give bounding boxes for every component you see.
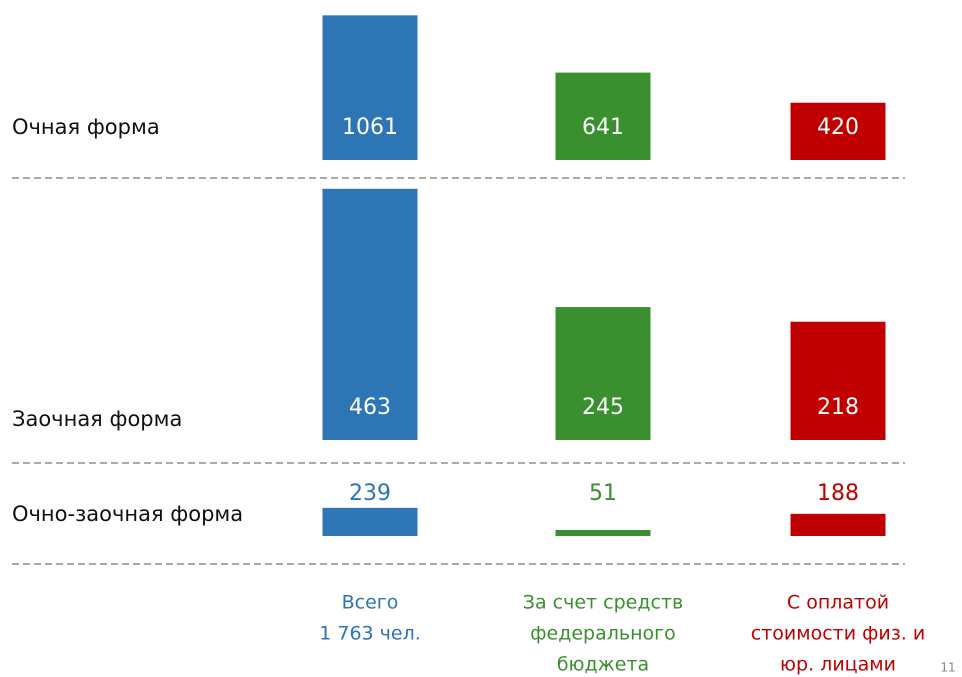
row-title: Заочная форма bbox=[12, 407, 182, 431]
value-label: 245 bbox=[582, 395, 624, 420]
value-label: 463 bbox=[349, 395, 391, 420]
column-label: федерального bbox=[530, 623, 675, 645]
bar bbox=[322, 188, 418, 440]
bar bbox=[555, 529, 651, 536]
column-label: бюджета bbox=[557, 654, 649, 676]
row-title: Очная форма bbox=[12, 115, 160, 139]
value-label: 420 bbox=[817, 115, 859, 140]
column-label: Всего bbox=[342, 592, 399, 614]
column-label: С оплатой bbox=[787, 592, 889, 614]
column-label: 1 763 чел. bbox=[319, 623, 421, 645]
column-label: юр. лицами bbox=[780, 654, 896, 676]
row-title: Очно-заочная форма bbox=[12, 502, 243, 526]
value-label: 1061 bbox=[342, 115, 398, 140]
value-label: 641 bbox=[582, 115, 624, 140]
page-number: 11 bbox=[940, 661, 955, 675]
bar bbox=[555, 72, 651, 160]
bar bbox=[790, 513, 886, 536]
bar bbox=[322, 507, 418, 536]
bar bbox=[790, 321, 886, 440]
column-label: За счет средств bbox=[523, 592, 683, 614]
bar bbox=[555, 307, 651, 440]
bar bbox=[322, 15, 418, 161]
column-label: стоимости физ. и bbox=[751, 623, 925, 645]
bar bbox=[790, 102, 886, 160]
value-label: 239 bbox=[349, 481, 391, 506]
value-label: 51 bbox=[589, 481, 617, 506]
value-label: 188 bbox=[817, 481, 859, 506]
value-label: 218 bbox=[817, 395, 859, 420]
